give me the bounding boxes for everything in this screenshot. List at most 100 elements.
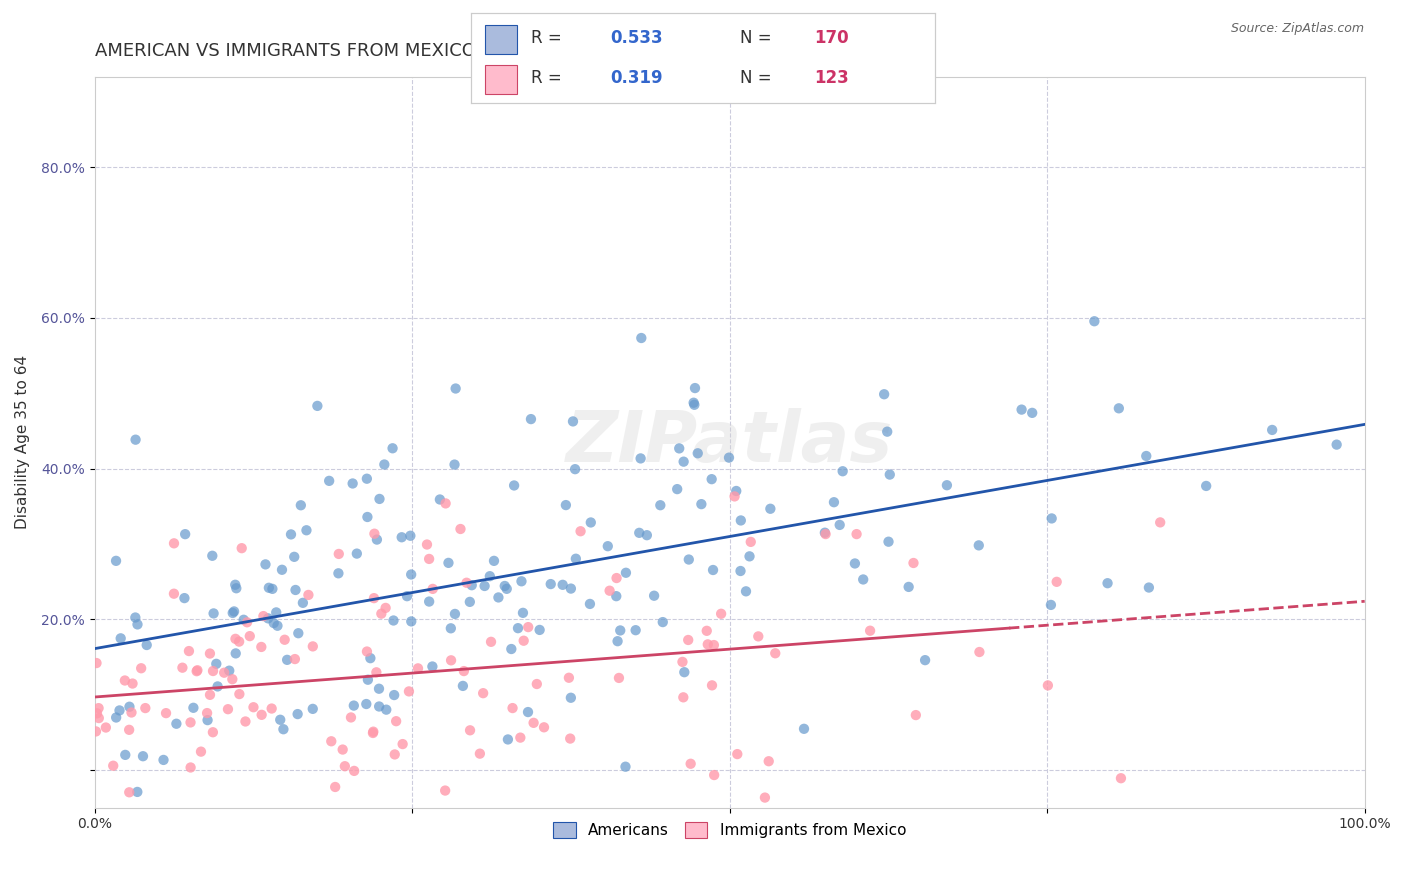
Americans [346,547,368,561]
Americans [683,398,706,412]
Americans [520,412,543,426]
Immigrants from Mexico [332,742,354,756]
Immigrants from Mexico [242,700,264,714]
Americans [1039,598,1062,612]
Immigrants from Mexico [696,624,718,638]
Americans [554,498,576,512]
Text: R =: R = [531,29,568,47]
Immigrants from Mexico [111,824,134,838]
Americans [717,450,740,465]
Immigrants from Mexico [845,527,868,541]
Americans [735,584,758,599]
Americans [636,528,658,542]
Text: Source: ZipAtlas.com: Source: ZipAtlas.com [1230,22,1364,36]
Americans [879,467,901,482]
Immigrants from Mexico [114,673,136,688]
Americans [114,747,136,762]
Immigrants from Mexico [221,672,243,686]
Immigrants from Mexico [172,661,194,675]
Americans [1021,406,1043,420]
Americans [201,549,224,563]
Americans [174,527,197,541]
Americans [529,623,551,637]
Americans [702,563,724,577]
Immigrants from Mexico [526,677,548,691]
Americans [356,472,378,486]
Americans [273,723,295,737]
Text: N =: N = [740,29,778,47]
Americans [328,566,350,581]
Americans [257,611,280,625]
Immigrants from Mexico [363,526,385,541]
Americans [551,578,574,592]
Americans [263,616,285,631]
Americans [291,596,314,610]
Americans [444,607,467,621]
Americans [579,597,602,611]
Immigrants from Mexico [86,656,108,670]
Americans [666,482,689,496]
Americans [183,700,205,714]
Americans [682,395,704,409]
Immigrants from Mexico [969,645,991,659]
Americans [1326,437,1348,451]
Americans [108,703,131,717]
Americans [429,492,451,507]
Americans [437,556,460,570]
Immigrants from Mexico [121,676,143,690]
Americans [396,589,419,603]
Immigrants from Mexico [129,661,152,675]
Immigrants from Mexico [599,583,621,598]
Americans [342,476,364,491]
Americans [222,606,245,620]
Americans [271,563,294,577]
Text: N =: N = [740,70,778,87]
Immigrants from Mexico [323,780,346,794]
Americans [1195,479,1218,493]
Immigrants from Mexico [700,678,723,692]
Americans [218,664,240,678]
Immigrants from Mexico [163,536,186,550]
Americans [451,679,474,693]
Immigrants from Mexico [607,671,630,685]
Americans [269,713,291,727]
Americans [224,578,246,592]
Immigrants from Mexico [260,701,283,715]
Immigrants from Mexico [384,747,406,762]
FancyBboxPatch shape [485,25,517,54]
Americans [624,623,647,637]
Immigrants from Mexico [606,571,628,585]
Americans [357,673,380,687]
Americans [643,589,665,603]
Immigrants from Mexico [297,588,319,602]
Immigrants from Mexico [1149,516,1171,530]
Immigrants from Mexico [509,731,531,745]
Americans [482,554,505,568]
Americans [512,606,534,620]
Immigrants from Mexico [118,785,141,799]
Americans [1097,576,1119,591]
Immigrants from Mexico [301,640,323,654]
Americans [650,498,672,512]
Americans [205,657,228,671]
Americans [700,472,723,486]
Americans [560,690,582,705]
Americans [873,387,896,401]
Americans [368,699,391,714]
Americans [474,579,496,593]
Americans [132,749,155,764]
Immigrants from Mexico [343,764,366,778]
Immigrants from Mexico [250,640,273,654]
Immigrants from Mexico [239,629,262,643]
Immigrants from Mexico [1109,771,1132,785]
Immigrants from Mexico [391,737,413,751]
Americans [225,581,247,595]
Americans [877,534,900,549]
Americans [262,582,284,596]
Americans [501,642,523,657]
Text: ZIPatlas: ZIPatlas [567,408,893,476]
Immigrants from Mexico [703,638,725,652]
Americans [375,703,398,717]
Immigrants from Mexico [250,707,273,722]
Immigrants from Mexico [361,726,384,740]
